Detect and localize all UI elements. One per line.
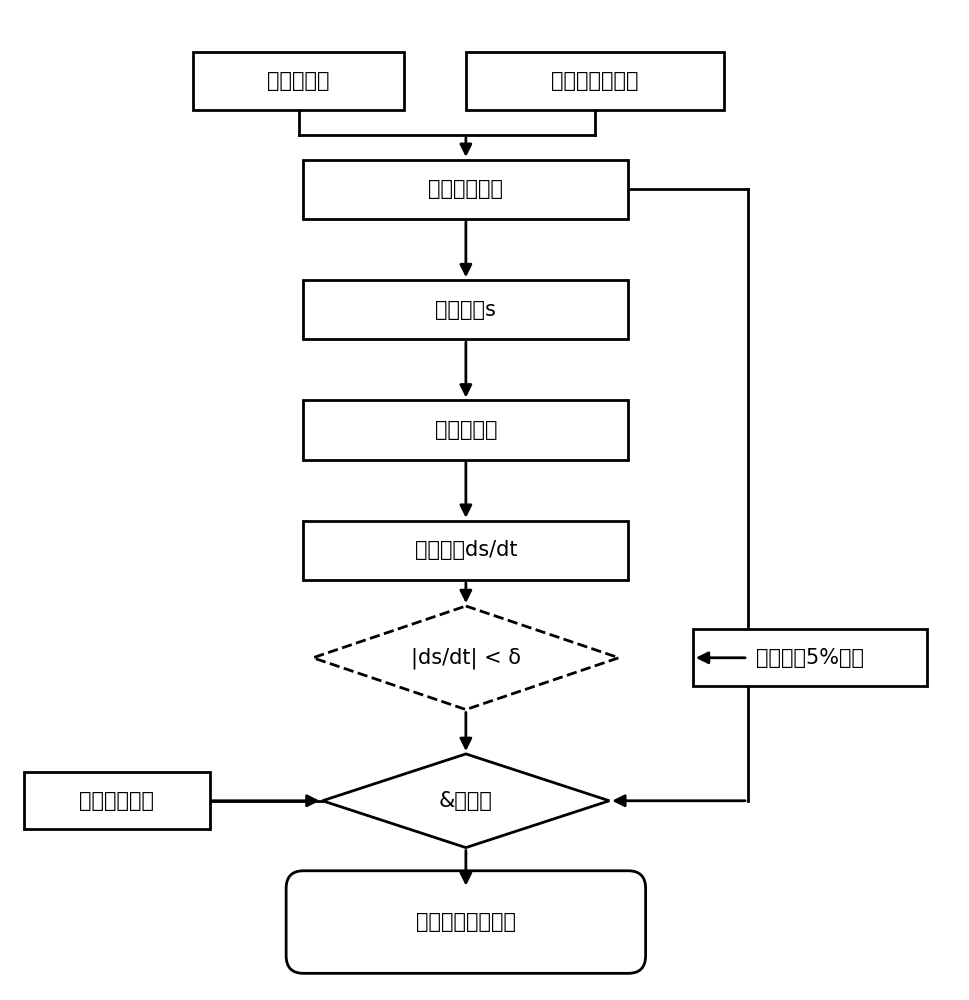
Text: 转速小于5%节点: 转速小于5%节点 [755, 648, 863, 668]
Bar [303, 521, 628, 580]
Text: |ds/dt| < δ: |ds/dt| < δ [411, 647, 520, 669]
Text: 转速信号s: 转速信号s [435, 300, 496, 320]
Text: 机端电压互感器: 机端电压互感器 [550, 71, 638, 91]
Bar [465, 52, 723, 109]
Text: 机械制动装置投入: 机械制动装置投入 [416, 912, 516, 932]
Polygon shape [313, 606, 618, 710]
Text: 低通滤波器: 低通滤波器 [434, 420, 497, 440]
Polygon shape [322, 754, 609, 848]
Text: 导叶全关节点: 导叶全关节点 [79, 791, 154, 811]
FancyBboxPatch shape [286, 871, 645, 973]
Text: 齿盘计数器: 齿盘计数器 [267, 71, 329, 91]
Bar [193, 52, 403, 109]
Text: &与操作: &与操作 [439, 791, 492, 811]
Bar [23, 772, 210, 829]
Bar [692, 629, 926, 686]
Bar [303, 400, 628, 460]
Text: 转速差分ds/dt: 转速差分ds/dt [414, 540, 516, 560]
Text: 转速测量装置: 转速测量装置 [428, 179, 503, 199]
Bar [303, 160, 628, 219]
Bar [303, 280, 628, 339]
